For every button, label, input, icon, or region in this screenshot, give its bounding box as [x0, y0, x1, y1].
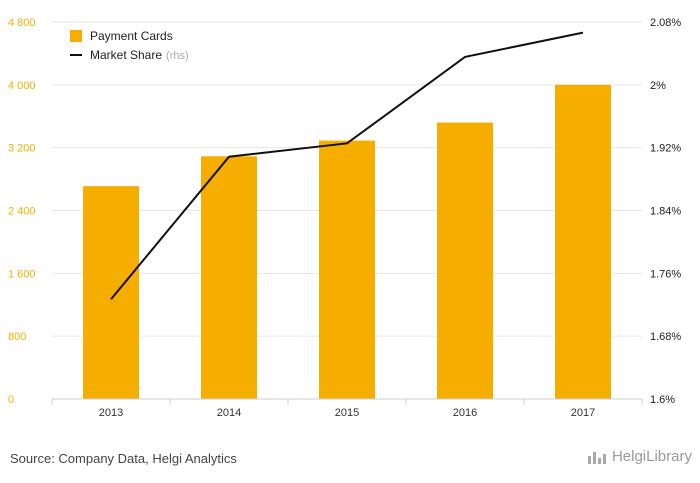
logo-bars-icon — [587, 450, 608, 464]
y-left-tick-label: 1 600 — [8, 268, 36, 280]
y-right-tick-label: 1.68% — [650, 331, 681, 343]
bar — [83, 186, 139, 399]
x-tick-label: 2014 — [217, 407, 241, 419]
y-right-tick-label: 1.76% — [650, 268, 681, 280]
bar — [555, 84, 611, 399]
y-left-tick-label: 800 — [8, 331, 26, 343]
source-note: Source: Company Data, Helgi Analytics — [10, 451, 237, 466]
y-right-tick-label: 2% — [650, 80, 666, 92]
y-left-tick-label: 3 200 — [8, 143, 36, 155]
y-left-tick-label: 0 — [8, 394, 14, 406]
chart: 0 1.6% 800 1.68% 1 600 1.76% 2 400 1.84% 3 200 1.… — [8, 17, 681, 419]
legend: Payment Cards Market Share (rhs) — [70, 29, 189, 62]
y-left-tick-label: 4 000 — [8, 80, 36, 92]
y-right-tick-label: 1.92% — [650, 143, 681, 155]
x-tick-label: 2016 — [453, 407, 477, 419]
y-right-tick-label: 2.08% — [650, 17, 681, 29]
legend-label-market-share: Market Share (rhs) — [90, 48, 189, 62]
y-right-tick-label: 1.6% — [650, 394, 675, 406]
logo-text: HelgiLibrary — [611, 448, 692, 465]
helgi-library-logo[interactable]: HelgiLibrary — [587, 448, 692, 465]
x-tick-label: 2017 — [571, 407, 595, 419]
legend-label-payment-cards: Payment Cards — [90, 29, 173, 43]
bar-series-payment-cards — [83, 84, 611, 400]
axes: 0 1.6% 800 1.68% 1 600 1.76% 2 400 1.84% 3 200 1.… — [8, 17, 681, 419]
market-share-line — [110, 31, 584, 300]
bar — [201, 156, 257, 399]
y-left-tick-label: 2 400 — [8, 206, 36, 218]
x-tick-label: 2013 — [99, 407, 123, 419]
line-series-market-share — [110, 31, 584, 300]
y-left-tick-label: 4 800 — [8, 17, 36, 29]
x-tick-label: 2015 — [335, 407, 359, 419]
y-right-tick-label: 1.84% — [650, 206, 681, 218]
bar — [319, 140, 375, 400]
legend-swatch-payment-cards — [70, 30, 82, 42]
bar — [437, 122, 493, 400]
